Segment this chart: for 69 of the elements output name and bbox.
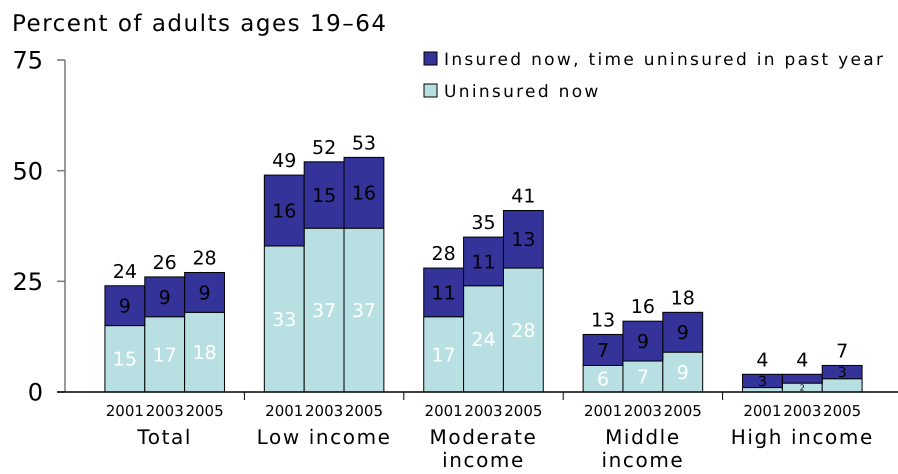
x-tick-label: 2005: [504, 402, 542, 420]
x-tick-label: 2003: [305, 402, 344, 420]
y-tick-label: 0: [28, 378, 43, 407]
data-label: 3: [758, 374, 767, 390]
data-label: 9: [118, 296, 131, 318]
data-label: 28: [511, 320, 536, 342]
total-label: 24: [112, 260, 137, 283]
data-label: 9: [676, 362, 689, 384]
data-label: 17: [152, 344, 177, 366]
total-label: 28: [192, 247, 217, 270]
text: Total: [136, 425, 192, 449]
data-label: 9: [636, 331, 649, 354]
total-label: 4: [756, 349, 768, 372]
data-label: 24: [471, 328, 496, 351]
data-label: 6: [597, 368, 610, 391]
x-tick-label: 2005: [823, 402, 862, 420]
total-label: 7: [836, 340, 848, 362]
x-tick-label: 2001: [265, 402, 304, 420]
data-label: 37: [352, 300, 376, 322]
total-label: 52: [312, 136, 336, 159]
x-tick-label: 2005: [185, 402, 224, 420]
x-tick-label: 2003: [624, 402, 662, 420]
total-label: 4: [796, 349, 808, 372]
data-label: 16: [352, 182, 376, 205]
text: Middle income: [601, 425, 684, 472]
x-tick-label: 2003: [783, 402, 822, 420]
total-label: 13: [590, 309, 616, 332]
text: Moderate income: [430, 425, 538, 472]
data-label: 11: [471, 251, 496, 274]
data-label: 13: [511, 229, 536, 252]
x-tick-label: 2005: [664, 402, 702, 420]
data-label: 3: [838, 365, 847, 382]
x-tick-label: 2005: [344, 402, 384, 420]
x-tick-label: 2003: [146, 402, 184, 420]
data-label: 9: [158, 286, 171, 309]
total-label: 53: [352, 132, 376, 154]
data-label: 37: [312, 300, 336, 322]
x-tick-label: 2001: [424, 402, 463, 420]
y-tick-label: 50: [12, 157, 43, 186]
x-tick-label: 2001: [584, 402, 622, 420]
data-label: 17: [432, 344, 456, 366]
data-label: 2: [800, 382, 805, 393]
text: Low income: [256, 425, 392, 449]
text: High income: [730, 425, 874, 449]
x-tick-label: 2001: [743, 402, 782, 420]
y-tick-label: 75: [12, 46, 43, 75]
data-label: 18: [192, 342, 217, 364]
data-label: 9: [198, 282, 211, 304]
y-tick-label: 25: [12, 268, 43, 296]
total-label: 35: [471, 212, 496, 234]
data-label: 16: [272, 200, 296, 222]
legend-label: Uninsured now: [444, 82, 601, 102]
data-label: 7: [597, 340, 610, 362]
data-label: 7: [636, 366, 649, 388]
total-label: 28: [432, 243, 456, 266]
total-label: 16: [630, 296, 655, 318]
x-tick-label: 2003: [464, 402, 503, 420]
data-label: 11: [432, 282, 456, 304]
total-label: 26: [152, 252, 177, 274]
y-axis-title: Percent of adults ages 19–64: [12, 11, 388, 37]
x-tick-label: 2001: [106, 402, 144, 420]
data-label: 9: [676, 322, 689, 344]
data-label: 15: [312, 184, 336, 207]
data-label: 33: [272, 308, 296, 331]
total-label: 18: [670, 287, 695, 310]
total-label: 41: [511, 186, 536, 208]
total-label: 49: [272, 150, 296, 172]
data-label: 15: [112, 348, 137, 371]
legend-label: Insured now, time uninsured in past year: [444, 50, 886, 70]
